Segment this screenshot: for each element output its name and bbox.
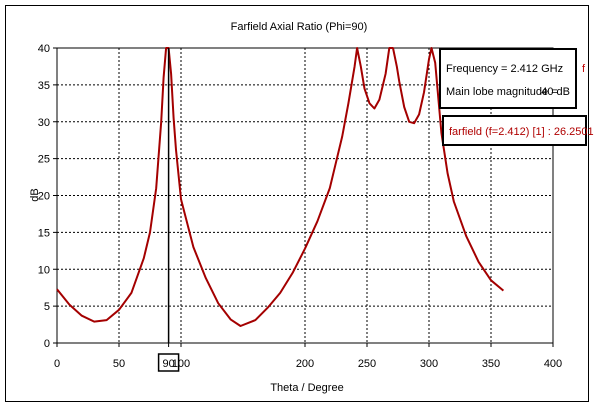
info-main-lobe-value: 40 dB <box>541 86 570 98</box>
info-main-lobe-label: Main lobe magnitude = <box>446 86 558 98</box>
info-overflow-char: f <box>582 63 586 75</box>
legend-box: farfield (f=2.412) [1] : 26.250139 <box>442 115 594 146</box>
info-frequency: Frequency = 2.412 GHz <box>446 63 563 75</box>
x-tick-label: 400 <box>544 358 562 370</box>
series-group <box>56 47 505 327</box>
x-tick-label: 300 <box>420 358 438 370</box>
y-axis-label: dB <box>29 188 41 201</box>
x-axis-label: Theta / Degree <box>270 382 343 394</box>
x-tick-label: 350 <box>482 358 500 370</box>
legend-entry: farfield (f=2.412) [1] : 26.250139 <box>449 126 594 138</box>
y-tick-label: 25 <box>38 154 50 166</box>
y-tick-label: 35 <box>38 80 50 92</box>
chart-title: Farfield Axial Ratio (Phi=90) <box>231 21 368 33</box>
info-box-frame <box>439 48 577 109</box>
x-tick-label: 0 <box>54 358 60 370</box>
x-tick-label: 250 <box>358 358 376 370</box>
y-tick-label: 30 <box>38 117 50 129</box>
legend-box-frame <box>442 115 587 146</box>
x-tick-label: 200 <box>296 358 314 370</box>
plot-area <box>56 47 554 344</box>
y-tick-label: 40 <box>38 43 50 55</box>
y-tick-label: 5 <box>44 301 50 313</box>
marker-tick-label: 90 <box>162 358 174 370</box>
x-tick-label: 100 <box>172 358 190 370</box>
y-tick-label: 20 <box>38 191 50 203</box>
info-box: Frequency = 2.412 GHz Main lobe magnitud… <box>439 48 586 109</box>
y-tick-label: 10 <box>38 264 50 276</box>
y-tick-label: 15 <box>38 227 50 239</box>
x-tick-label: 50 <box>113 358 125 370</box>
y-tick-label: 0 <box>44 338 50 350</box>
marker-tick-box <box>157 353 180 372</box>
series-line-0 <box>56 47 505 327</box>
